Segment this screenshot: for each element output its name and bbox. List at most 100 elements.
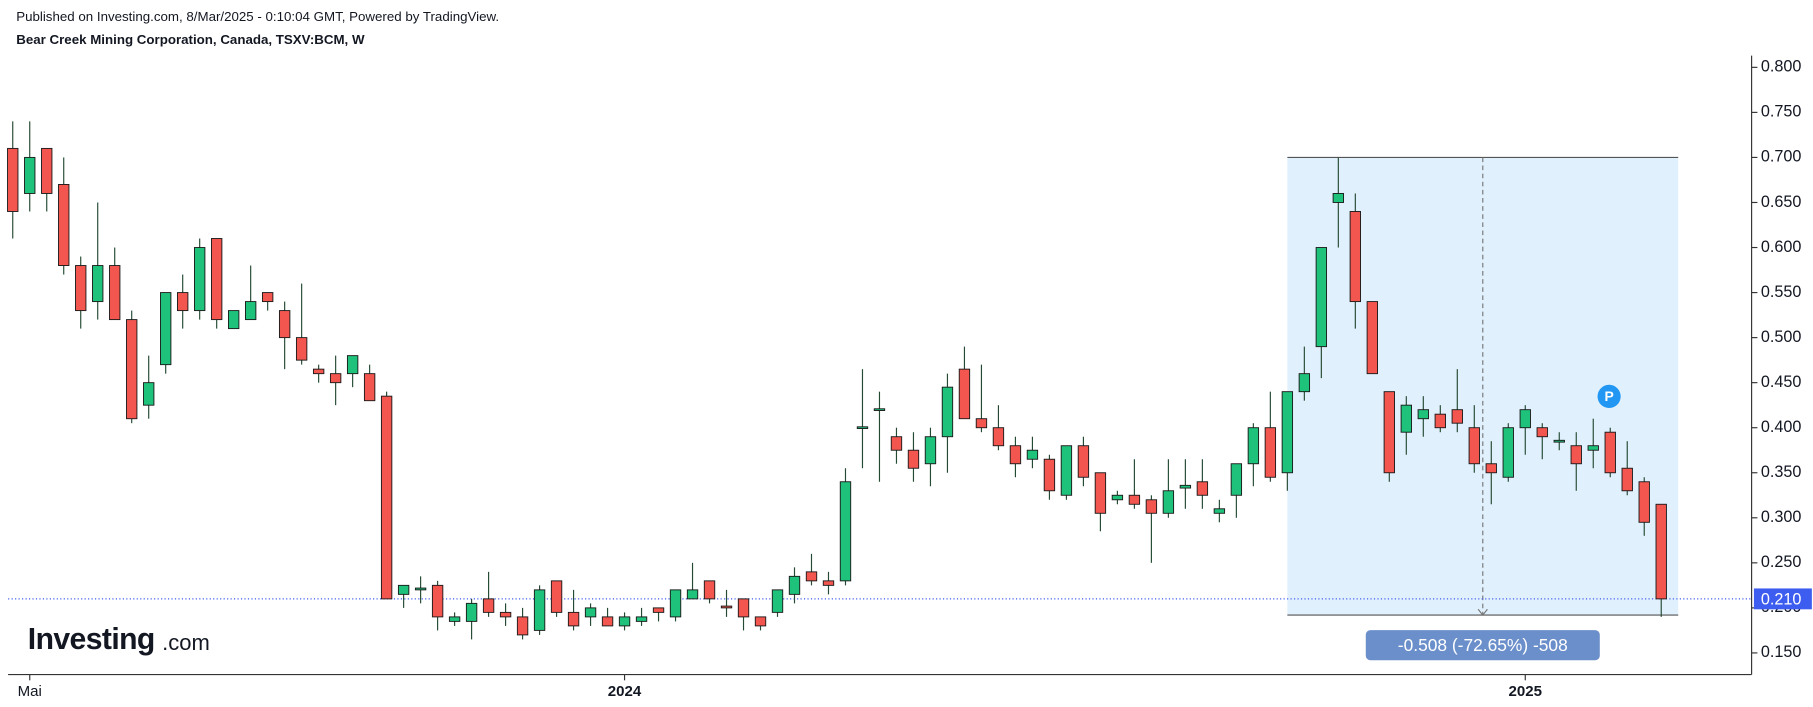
measure-label-box: [1365, 630, 1600, 661]
measure-label: -0.508 (-72.65%) -508: [1398, 635, 1568, 655]
badge-text[interactable]: P: [1604, 388, 1613, 404]
candle-body: [788, 575, 801, 595]
candle-body: [329, 373, 342, 384]
chart-title: Bear Creek Mining Corporation, Canada, T…: [16, 32, 365, 47]
candle-body: [380, 395, 393, 600]
candle-body: [1451, 409, 1463, 424]
candle-body: [1434, 413, 1446, 429]
candle-body: [1621, 467, 1633, 492]
candle-body: [1400, 404, 1412, 433]
y-tick-label: 0.150: [1761, 643, 1802, 661]
candle-body: [550, 580, 563, 613]
candle-body: [1060, 445, 1073, 496]
candle-body: [1213, 508, 1226, 514]
candle-body: [890, 436, 903, 451]
candle-body: [686, 589, 699, 600]
candle-body: [1366, 301, 1378, 375]
candle-body: [856, 426, 869, 430]
candle-body: [346, 355, 359, 375]
candle-body: [1638, 481, 1650, 523]
candle-body: [244, 301, 257, 321]
candle-body: [143, 382, 155, 406]
y-tick-label: 0.800: [1761, 58, 1802, 76]
candle-body: [1468, 427, 1480, 465]
candle-body: [75, 265, 87, 312]
candle-body: [618, 616, 631, 627]
last-price-box: [1753, 588, 1812, 610]
candle-body: [1655, 503, 1667, 600]
candle-body: [109, 265, 121, 321]
candle-body: [1536, 427, 1548, 438]
candle-body: [1128, 494, 1141, 505]
candle-body: [1196, 481, 1209, 496]
measure-arrow-head: [1477, 608, 1488, 617]
candle-body: [652, 607, 665, 613]
candle-body: [126, 319, 138, 420]
candle-body: [1111, 494, 1124, 501]
candle-body: [584, 607, 597, 618]
candle-body: [1162, 490, 1175, 514]
candle-body: [1094, 472, 1107, 514]
candle-body: [482, 598, 495, 613]
candle-body: [1264, 427, 1277, 478]
y-tick-label: 0.450: [1761, 373, 1802, 391]
candle-body: [907, 449, 920, 469]
y-tick-label: 0.650: [1761, 193, 1802, 211]
y-tick-label: 0.300: [1761, 508, 1802, 526]
candle-body: [24, 156, 36, 194]
candle-body: [448, 616, 461, 622]
candle-body: [194, 247, 206, 312]
last-price-label: 0.210: [1761, 590, 1802, 608]
candle-body: [975, 418, 988, 429]
candle-body: [431, 584, 444, 618]
candle-body: [397, 584, 410, 595]
candle-body: [941, 386, 954, 438]
logo-suffix: .com: [162, 630, 210, 655]
candle-body: [1026, 449, 1039, 460]
candle-body: [1553, 439, 1565, 443]
badge-circle[interactable]: [1597, 384, 1621, 408]
x-tick-label: Mai: [18, 683, 42, 700]
candle-body: [754, 616, 767, 627]
candle-body: [1077, 445, 1090, 478]
candle-body: [635, 616, 648, 622]
candle-body: [278, 310, 291, 339]
x-tick-label: 2024: [608, 683, 642, 700]
candle-body: [805, 571, 818, 582]
candle-body: [41, 147, 53, 194]
y-tick-label: 0.750: [1761, 103, 1802, 121]
y-tick-label: 0.550: [1761, 283, 1802, 301]
candle-body: [1349, 211, 1362, 303]
candle-body: [1230, 463, 1243, 496]
candle-body: [703, 580, 716, 600]
candle-body: [839, 481, 852, 582]
candle-body: [1298, 373, 1311, 393]
logo-brand: Investing: [28, 623, 155, 656]
y-tick-label: 0.400: [1761, 418, 1802, 436]
y-tick-label: 0.500: [1761, 328, 1802, 346]
candle-body: [533, 589, 546, 631]
y-tick-label: 0.700: [1761, 148, 1802, 166]
candle-body: [1009, 445, 1022, 465]
candle-body: [958, 368, 971, 420]
candle-body: [992, 427, 1005, 447]
candle-body: [601, 616, 614, 627]
candle-body: [516, 616, 529, 636]
candle-body: [1043, 458, 1056, 492]
candle-body: [92, 265, 104, 303]
candle-body: [1315, 247, 1328, 348]
candle-body: [261, 292, 274, 303]
candle-body: [1383, 391, 1395, 474]
candle-body: [924, 436, 937, 465]
candle-body: [414, 587, 427, 591]
candle-body: [737, 598, 750, 618]
candle-body: [465, 602, 478, 622]
candle-body: [211, 238, 223, 321]
candle-body: [1502, 427, 1514, 478]
y-tick-label: 0.250: [1761, 553, 1802, 571]
candle-body: [312, 368, 325, 375]
candle-body: [669, 589, 682, 618]
candle-body: [1519, 409, 1531, 429]
